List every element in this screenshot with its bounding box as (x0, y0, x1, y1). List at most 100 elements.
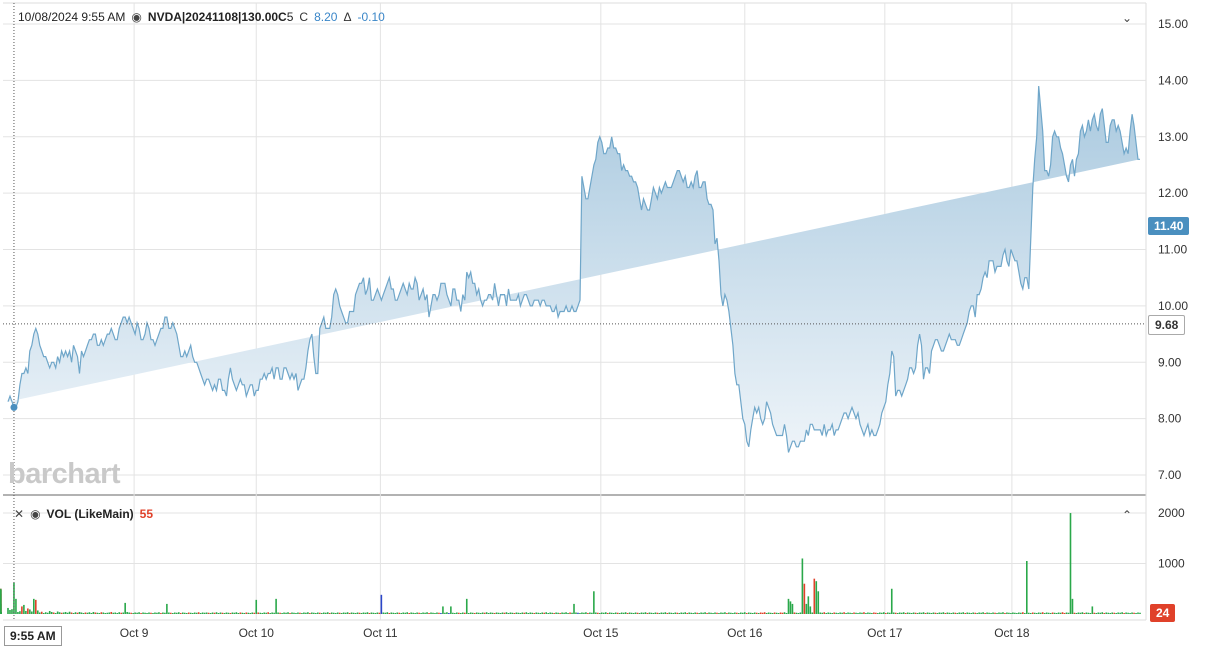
volume-bar (358, 612, 361, 614)
volume-bar (706, 612, 708, 614)
volume-bar (686, 612, 688, 614)
volume-bar (738, 612, 740, 614)
volume-bar (307, 612, 309, 614)
volume-bar (883, 612, 885, 614)
volume-bar (781, 612, 784, 614)
volume-bar (301, 612, 303, 614)
volume-bar (110, 611, 113, 614)
volume-bar (257, 612, 260, 614)
volume-bar (888, 612, 891, 614)
volume-bar (215, 612, 218, 614)
volume-bar (1004, 612, 1006, 614)
volume-bar (771, 612, 774, 614)
volume-bar (58, 612, 61, 614)
volume-bar (428, 612, 430, 614)
volume-bar (458, 612, 460, 614)
volume-bar (267, 612, 269, 614)
volume-bar (74, 612, 77, 614)
volume-bar (183, 612, 186, 614)
volume-bar (676, 612, 679, 614)
volume-bar (346, 612, 349, 614)
volume-bar (773, 612, 776, 614)
volume-bar (78, 611, 81, 614)
volume-bar (835, 612, 837, 614)
volume-bar (513, 612, 516, 614)
volume-bar (1115, 612, 1117, 614)
volume-bar (694, 612, 696, 614)
crosshair-price-tag: 9.68 (1148, 315, 1186, 335)
header-symbol[interactable]: NVDA|20241108|130.00C (147, 10, 287, 24)
volume-bar (1022, 612, 1024, 614)
volume-name[interactable]: VOL (LikeMain) (46, 507, 134, 521)
volume-bar (1071, 598, 1074, 614)
volume-bar (765, 612, 768, 614)
volume-bar (845, 612, 847, 614)
volume-bar (229, 612, 232, 614)
volume-bar (857, 612, 859, 614)
volume-bar (382, 612, 385, 614)
volume-bar (223, 612, 226, 614)
volume-bar (855, 612, 857, 614)
volume-bar (364, 612, 367, 614)
volume-bar (320, 612, 323, 614)
volume-bar (326, 612, 329, 614)
volume-bar (489, 612, 492, 614)
volume-bar (241, 612, 244, 614)
volume-bar (235, 612, 238, 614)
volume-bar (736, 612, 738, 614)
price-area-fill (8, 86, 1140, 453)
volume-bar (724, 612, 726, 614)
volume-bar (189, 612, 192, 614)
volume-bar (785, 612, 788, 614)
volume-bar (877, 612, 879, 614)
volume-bar (970, 612, 972, 614)
volume-bar (700, 612, 702, 614)
volume-bar (1101, 612, 1104, 614)
volume-bar (817, 591, 820, 614)
x-tick-label: Oct 18 (994, 626, 1030, 640)
volume-bar (100, 612, 103, 614)
volume-bar (920, 612, 923, 614)
volume-bar (696, 612, 698, 614)
volume-bar (1035, 612, 1038, 614)
overlays (3, 3, 1146, 620)
chevron-down-icon[interactable]: ⌄ (1122, 11, 1133, 25)
volume-bar (322, 612, 325, 614)
volume-bar (1014, 612, 1016, 614)
volume-bar (1079, 612, 1082, 614)
volume-bar (1018, 612, 1020, 614)
volume-bar (0, 612, 2, 614)
volume-bar (547, 612, 549, 614)
volume-bar (861, 612, 863, 614)
volume-bar (646, 612, 649, 614)
volume-bar (233, 612, 236, 614)
volume-bar (577, 612, 579, 614)
volume-bar (640, 612, 643, 614)
volume-bar (867, 612, 869, 614)
volume-bar (116, 612, 119, 614)
eye-icon[interactable]: ◉ (30, 507, 41, 521)
eye-icon[interactable]: ◉ (131, 10, 142, 24)
close-icon[interactable]: ✕ (14, 507, 25, 521)
volume-bar (25, 610, 27, 614)
volume-bar (932, 612, 935, 614)
volume-bar (742, 612, 744, 614)
volume-bar (418, 612, 420, 614)
volume-bar (17, 611, 19, 614)
volume-bar (684, 612, 687, 614)
volume-bar (1083, 612, 1086, 614)
chevron-up-icon[interactable]: ⌃ (1122, 508, 1133, 522)
volume-bar (922, 612, 925, 614)
volume-bar (553, 612, 555, 614)
volume-bar (317, 612, 319, 614)
volume-bar (80, 612, 83, 614)
volume-bar (879, 612, 881, 614)
volume-bar (618, 612, 621, 614)
volume-bar (471, 612, 474, 614)
volume-bar (892, 612, 895, 614)
volume-bar (787, 598, 790, 614)
volume-bar (1095, 612, 1098, 614)
volume-bar (444, 612, 446, 614)
volume-bar (688, 612, 690, 614)
